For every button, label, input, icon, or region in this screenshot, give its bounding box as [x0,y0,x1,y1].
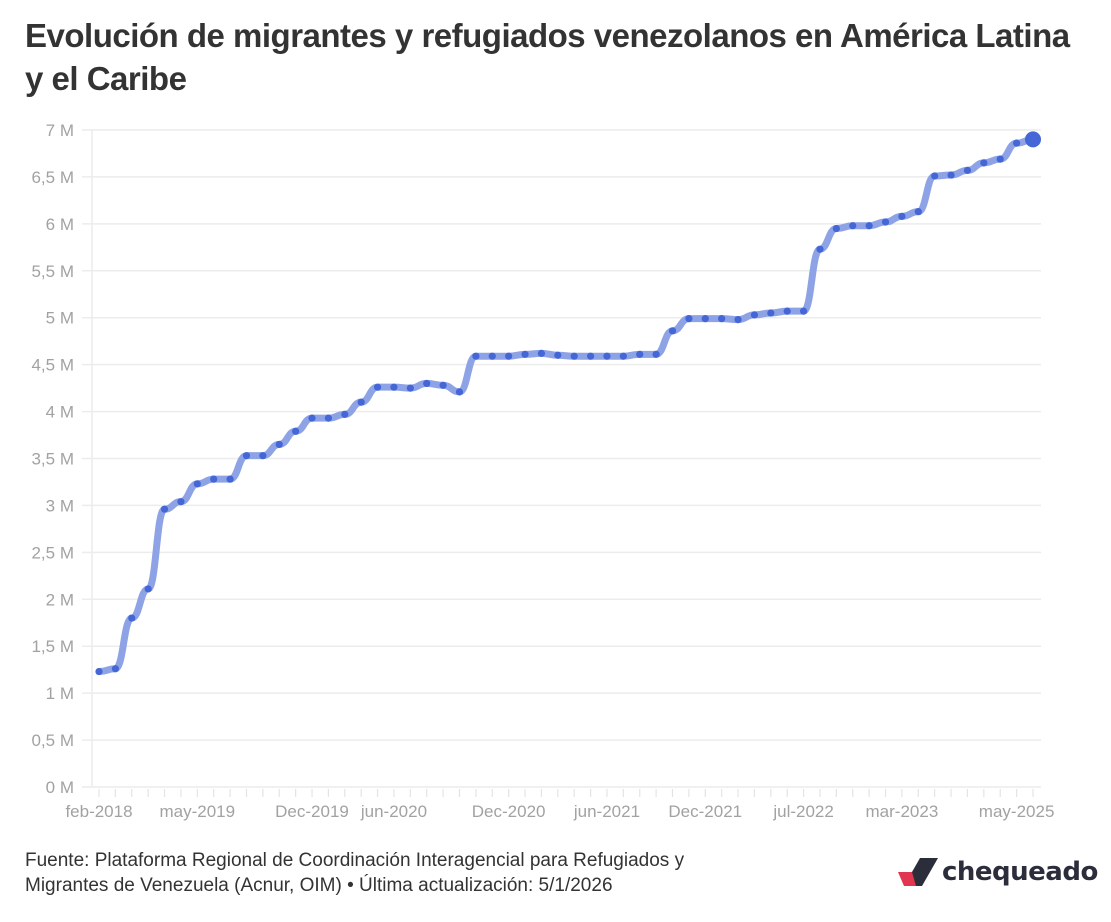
logo-text: chequeado [942,857,1098,887]
data-point [357,398,365,406]
series-layer [95,131,1041,676]
data-point [619,352,627,360]
y-tick-label: 5,5 M [31,262,74,281]
data-point [603,352,611,360]
y-tick-label: 2,5 M [31,543,74,562]
x-tick-label: may-2025 [979,802,1055,821]
last-data-point [1025,131,1041,148]
series-line [95,135,1037,676]
y-tick-label: 7 M [46,121,74,140]
source-line-1: Fuente: Plataforma Regional de Coordinac… [25,850,685,871]
data-point [701,315,709,323]
data-point [537,349,546,357]
data-point [832,224,840,233]
data-point [750,311,759,319]
x-tick-label: feb-2018 [65,802,132,821]
data-point [439,381,447,389]
source-note: Fuente: Plataforma Regional de Coordinac… [25,848,845,898]
y-tick-label: 4,5 M [31,356,74,375]
data-point [783,307,791,315]
grid-lines [82,129,1041,788]
data-point [521,350,529,358]
data-point [193,480,201,488]
x-tick-label: jul-2022 [772,802,834,821]
data-point [668,327,677,335]
data-point [275,440,283,449]
data-point [554,351,562,359]
data-point [865,222,873,230]
data-point [111,665,119,673]
data-point [242,452,251,460]
check-mark-icon [898,858,938,886]
data-point [652,350,660,358]
data-point [685,315,693,323]
data-point [324,414,333,422]
data-point [488,352,496,360]
y-axis: 0 M 0,5 M 1 M 1,5 M 2 M 2,5 M 3 M 3,5 M 4 M 4,5 M… [31,121,74,797]
y-tick-label: 6 M [46,215,74,234]
data-point [226,475,234,483]
data-point [505,352,513,360]
data-point [586,352,595,360]
data-point [1013,139,1021,147]
x-tick-label: jun-2020 [360,802,427,821]
data-point [373,383,382,391]
x-tick-label: Dec-2020 [472,802,546,821]
line-chart: 0 M 0,5 M 1 M 1,5 M 2 M 2,5 M 3 M 3,5 M 4 M 4,5 M… [31,121,1054,821]
chart-title: Evolución de migrantes y refugiados vene… [25,17,1070,97]
data-point [980,159,988,167]
data-point [128,614,136,622]
data-point [144,585,152,593]
x-tick-label: may-2019 [160,802,236,821]
data-point [898,212,906,220]
data-point [160,505,169,513]
data-point [947,171,955,179]
data-point [799,307,808,315]
data-point [996,155,1004,163]
data-point [881,218,890,226]
data-point [259,452,267,460]
data-point [718,315,726,323]
x-tick-label: mar-2023 [866,802,939,821]
y-tick-label: 0,5 M [31,731,74,750]
data-point [177,498,185,506]
data-point [570,352,578,360]
x-tick-label: Dec-2021 [668,802,742,821]
data-point [636,350,644,358]
data-point [767,309,775,317]
data-point [734,315,742,324]
data-point [95,667,103,676]
data-point [390,383,398,391]
data-point [963,166,972,174]
y-tick-label: 0 M [46,778,74,797]
x-tick-label: jun-2021 [573,802,640,821]
chequeado-logo: chequeado [898,852,1098,892]
y-tick-label: 2 M [46,590,74,609]
data-point [455,388,464,396]
data-point [292,427,300,435]
data-point [931,172,939,180]
data-point [406,384,414,392]
data-point [816,245,824,253]
y-tick-label: 3 M [46,496,74,515]
source-line-2: Migrantes de Venezuela (Acnur, OIM) • Úl… [25,875,613,896]
data-point [423,379,431,388]
y-tick-label: 6,5 M [31,168,74,187]
x-axis: feb-2018 may-2019 Dec-2019 jun-2020 Dec-2020… [65,789,1054,821]
data-point [308,414,316,422]
data-point [341,410,349,418]
data-point [914,208,922,216]
y-tick-label: 4 M [46,403,74,422]
data-point [472,352,480,360]
y-tick-label: 1,5 M [31,637,74,656]
y-tick-label: 1 M [46,684,74,703]
x-tick-label: Dec-2019 [275,802,349,821]
y-tick-label: 5 M [46,309,74,328]
data-point [210,475,218,483]
y-tick-label: 3,5 M [31,450,74,469]
data-point [849,222,857,230]
